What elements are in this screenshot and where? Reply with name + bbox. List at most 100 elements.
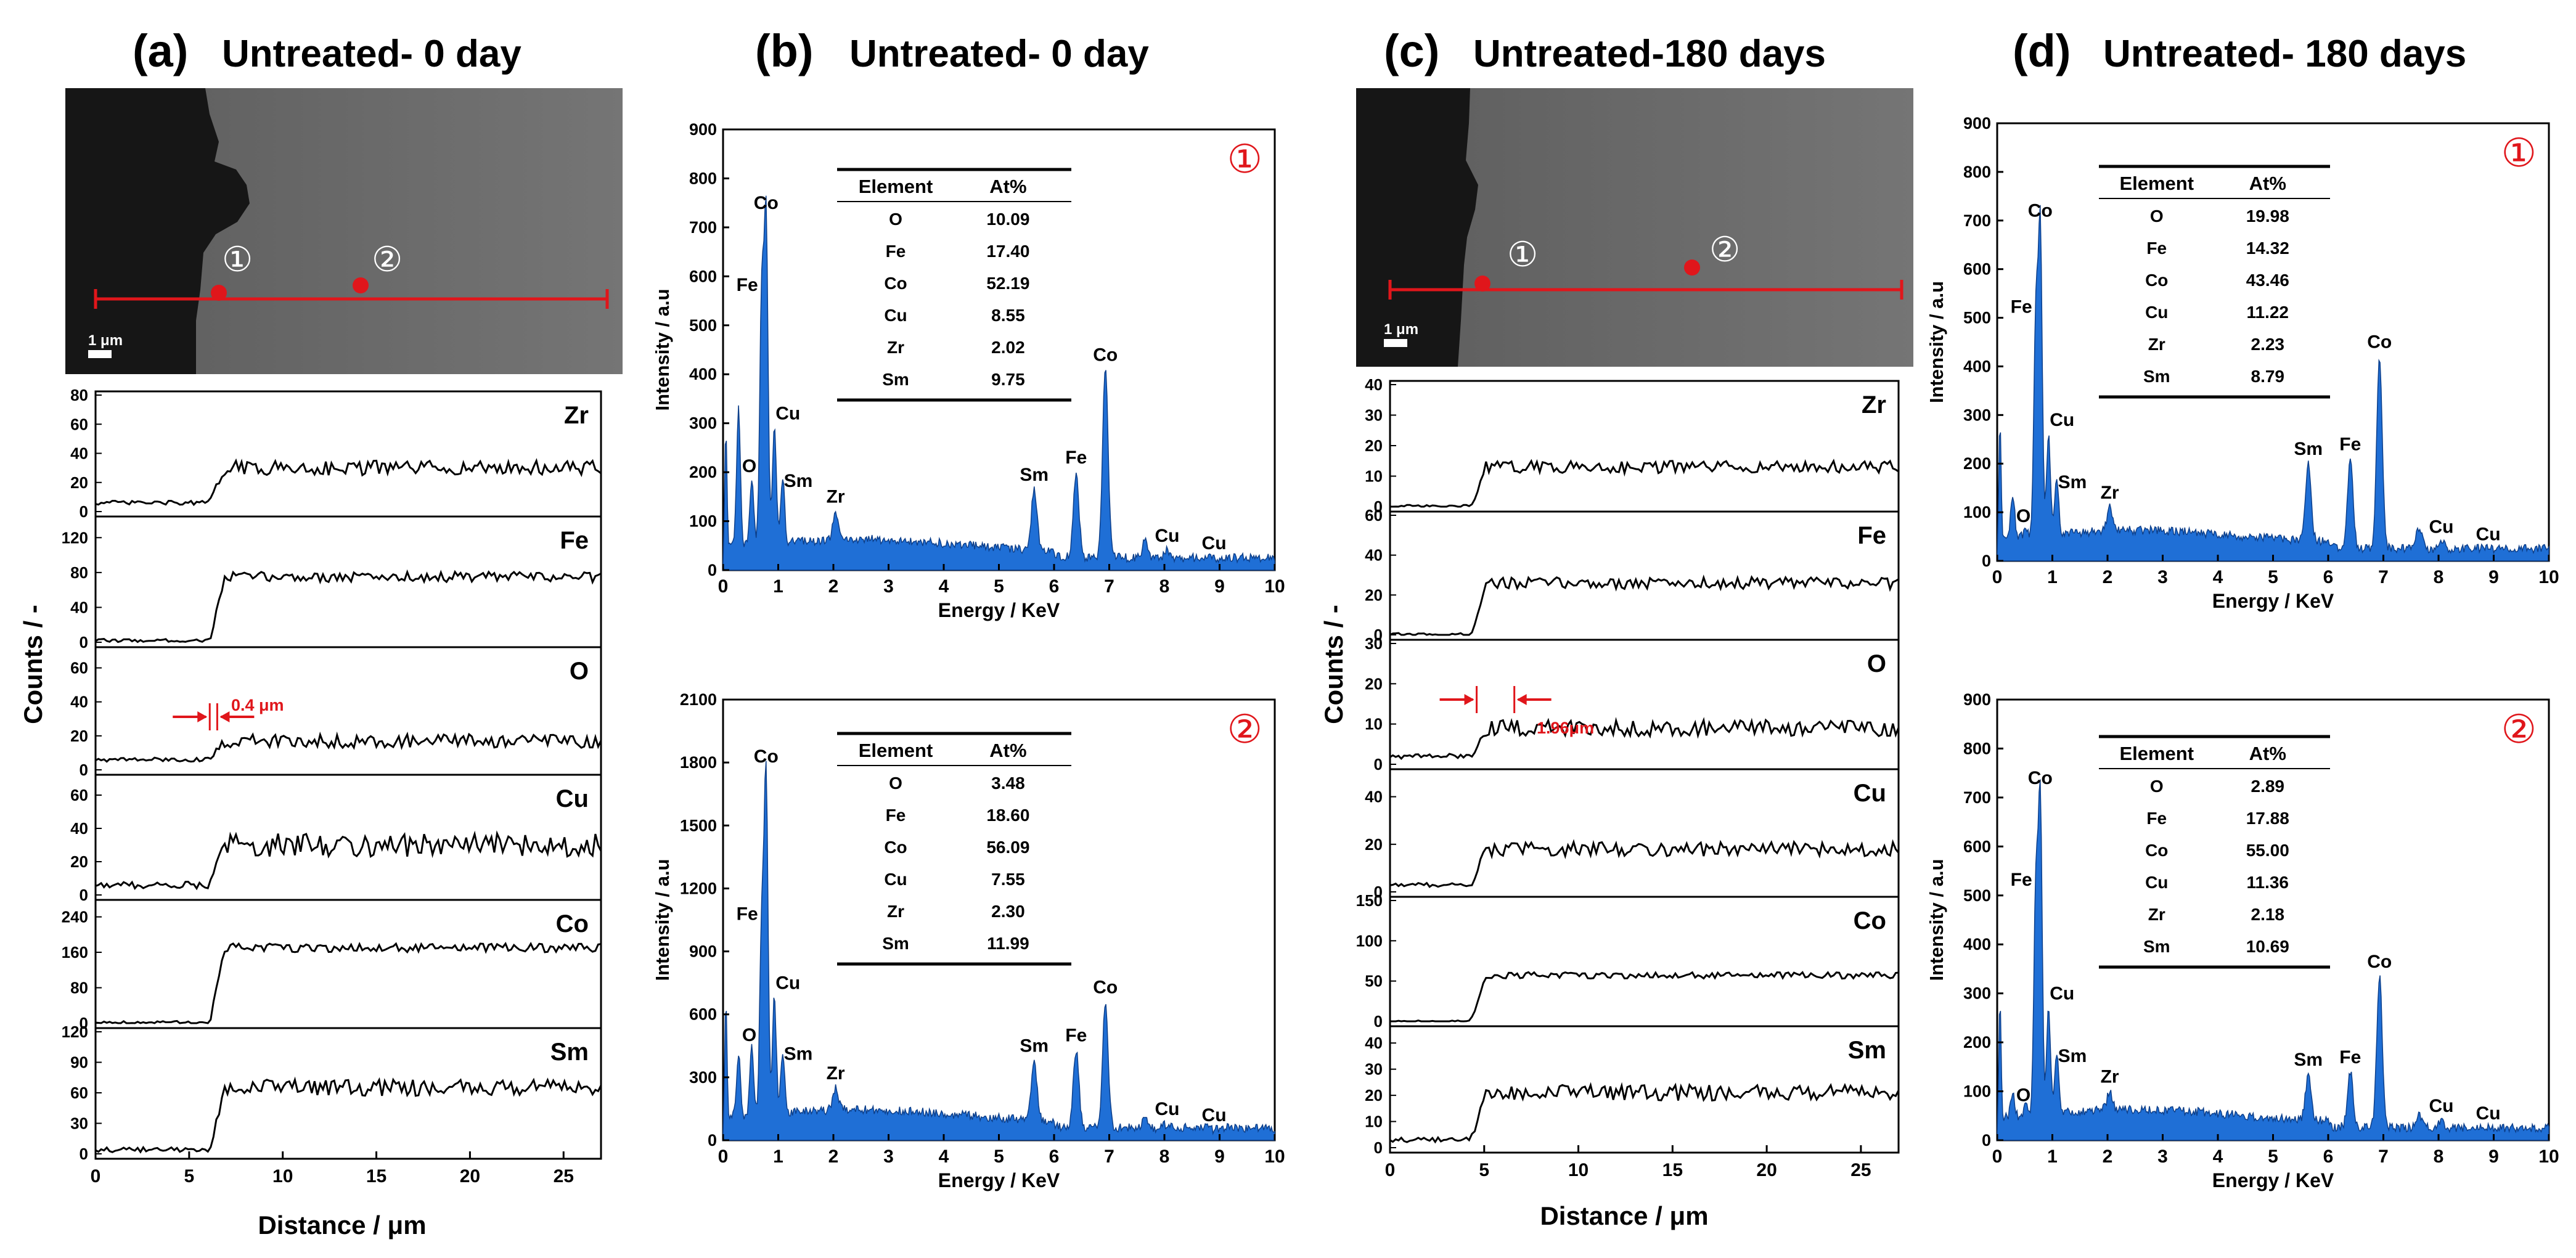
table-cell-value: 8.55 (991, 306, 1025, 325)
scale-bar (1384, 339, 1407, 347)
y-tick-label: 240 (62, 908, 88, 926)
table-cell-value: 19.98 (2246, 206, 2289, 226)
x-tick-label: 5 (184, 1166, 195, 1187)
table-header-at: At% (2249, 743, 2286, 764)
y-tick-label: 40 (1365, 546, 1383, 565)
table-cell-element: O (889, 210, 902, 229)
peak-label-O-1: O (742, 456, 756, 476)
table-cell-value: 10.69 (2246, 937, 2289, 956)
y-tick-label: 2100 (680, 690, 717, 709)
y-tick-label: 700 (1963, 788, 1991, 807)
x-tick-label: 6 (2323, 567, 2334, 587)
y-axis-label: Intensity / a.u (1926, 859, 1947, 981)
peak-label-Sm-7: Sm (2294, 439, 2323, 459)
y-tick-label: 150 (1356, 891, 1383, 910)
band-frame (1390, 640, 1899, 769)
x-tick-label: 0 (91, 1166, 101, 1187)
element-label-O: O (1867, 650, 1886, 677)
table-cell-element: Sm (2143, 937, 2170, 956)
y-tick-label: 500 (1963, 309, 1991, 327)
y-tick-label: 0 (1374, 755, 1383, 774)
y-tick-label: 60 (70, 659, 88, 677)
x-tick-label: 20 (1756, 1160, 1777, 1180)
c-point1-label: ① (1507, 235, 1538, 274)
y-tick-label: 300 (689, 1068, 717, 1087)
y-tick-label: 40 (1365, 788, 1383, 806)
linescan-band-Sm: 0306090120Sm (62, 1023, 601, 1163)
peak-label-Co-3: Co (754, 193, 779, 213)
y-tick-label: 60 (70, 786, 88, 804)
peak-label-Cu-12: Cu (1202, 533, 1227, 553)
x-tick-label: 0 (1992, 567, 2003, 587)
y-tick-label: 80 (70, 386, 88, 404)
x-tick-label: 4 (2213, 1146, 2223, 1167)
x-tick-label: 5 (994, 1146, 1004, 1167)
y-tick-label: 800 (1963, 163, 1991, 181)
profile-line-O (96, 734, 601, 761)
x-tick-label: 9 (1214, 576, 1225, 597)
y-tick-label: 30 (1365, 634, 1383, 653)
composition-table: Element At%O 2.89Fe 17.88Co 55.00Cu 11.36Zr 2.… (2099, 737, 2330, 967)
x-tick-label: 6 (1049, 576, 1060, 597)
table-cell-element: Fe (886, 242, 906, 261)
x-tick-label: 3 (2157, 1146, 2168, 1167)
table-header-at: At% (2249, 173, 2286, 194)
composition-table: Element At% O 19.98 Fe 14.32 Co 43.46 Cu 11.22 Zr 2… (2099, 166, 2330, 397)
profile-line-Co (96, 944, 601, 1023)
x-tick-label: 9 (1214, 1146, 1225, 1167)
table-cell-element: Zr (2148, 905, 2165, 924)
peak-label-Sm-7: Sm (1020, 465, 1049, 485)
table-cell-element: Fe (2146, 239, 2167, 258)
table-cell-element: Cu (2145, 873, 2168, 892)
y-tick-label: 20 (1365, 1086, 1383, 1105)
band-frame (96, 900, 601, 1028)
a-xlabel: Distance / μm (258, 1211, 426, 1240)
linescan-band-Co: 080160240 Co (62, 900, 601, 1032)
y-tick-label: 10 (1365, 1113, 1383, 1131)
x-tick-label: 5 (2268, 567, 2278, 587)
linescan-band-Zr: 020406080Zr (70, 386, 601, 521)
panel-b-label: (b) (755, 25, 814, 76)
y-tick-label: 1800 (680, 753, 717, 772)
x-tick-label: 5 (994, 576, 1004, 597)
y-tick-label: 300 (689, 414, 717, 433)
peak-label-Cu-11: Cu (2429, 1096, 2453, 1116)
y-tick-label: 0 (80, 502, 88, 521)
x-tick-label: 10 (2538, 567, 2559, 587)
scan-point-2 (1684, 259, 1700, 276)
peak-label-Co-3: Co (2028, 201, 2053, 221)
x-tick-label: 7 (1104, 576, 1114, 597)
y-tick-label: 1500 (680, 816, 717, 835)
table-header-element: Element (859, 740, 933, 761)
sem-images (65, 88, 1913, 374)
composition-table: Element At% O 3.48 Fe 18.60 Co 56.09 Cu 7.55 Zr 2.3… (837, 733, 1071, 964)
y-tick-label: 60 (70, 415, 88, 433)
y-tick-label: 400 (1963, 935, 1991, 954)
peak-label-Cu-11: Cu (2429, 517, 2453, 537)
c-scalebar-label: 1 μm (1384, 321, 1418, 338)
x-tick-label: 5 (2268, 1146, 2278, 1167)
band-frame (1390, 381, 1899, 512)
table-cell-value: 2.18 (2251, 905, 2285, 924)
band-frame (1390, 512, 1899, 640)
y-tick-label: 0 (708, 561, 717, 579)
element-label-Cu: Cu (556, 785, 589, 812)
x-tick-label: 0 (1385, 1160, 1396, 1180)
y-tick-label: 90 (70, 1053, 88, 1072)
x-tick-label: 1 (2047, 1146, 2058, 1167)
panel-c-title: Untreated-180 days (1473, 33, 1826, 75)
y-tick-label: 40 (70, 598, 88, 616)
y-tick-label: 40 (70, 444, 88, 463)
table-header-element: Element (2119, 743, 2194, 764)
y-tick-label: 80 (70, 979, 88, 997)
x-tick-label: 10 (1568, 1160, 1589, 1180)
table-cell-value: 8.79 (2251, 367, 2285, 386)
table-cell-value: 56.09 (986, 838, 1029, 857)
x-tick-label: 4 (939, 1146, 949, 1167)
profile-line-O (1390, 720, 1899, 759)
table-cell-value: 14.32 (2246, 239, 2289, 258)
y-tick-label: 900 (1963, 114, 1991, 133)
element-label-O: O (570, 658, 589, 685)
spectrum-b1: 0 1 2 3 4 5 6 7 8 9 100100200300400500600700800900… (652, 120, 1285, 621)
linescan-band-Co: 050100150Co (1356, 891, 1899, 1031)
